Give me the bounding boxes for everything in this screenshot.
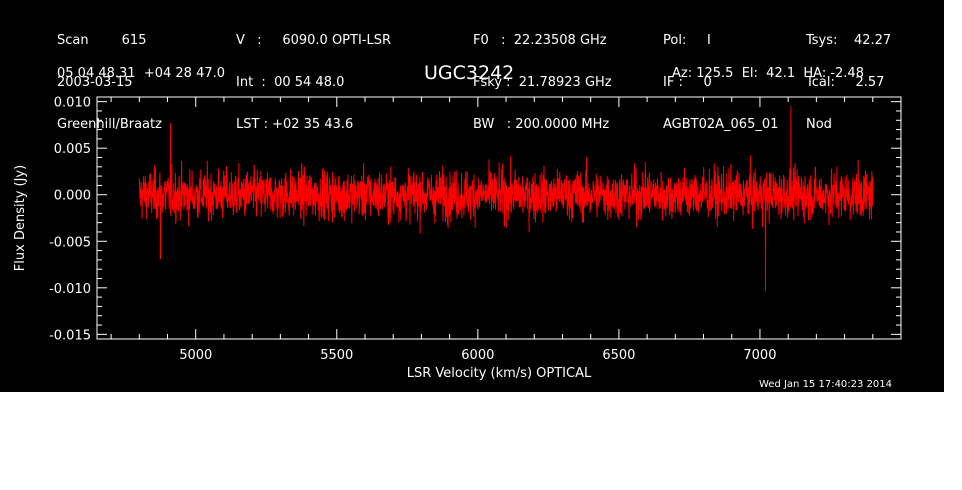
y-tick-label: 0.010 [54, 96, 91, 111]
bandwidth-info: BW : 200.0000 MHz [473, 117, 610, 132]
coordinates: 05 04 48.31 +04 28 47.0 [57, 66, 226, 81]
spectrum-chart: 5000 5500 6000 6500 7000 -0.015 -0.010 -0.005 0.… [13, 96, 902, 381]
x-tick-label: 7000 [743, 348, 776, 363]
x-tick-label: 5500 [320, 348, 353, 363]
header-col1: Scan 615 2003-03-15 Greenhill/Braatz [57, 6, 162, 160]
if-info: IF : 0 [663, 75, 712, 90]
axis-layer: 5000 5500 6000 6500 7000 -0.015 -0.010 -0.005 0.… [49, 96, 902, 363]
y-tick-label: -0.010 [49, 282, 91, 297]
spectrum-line [138, 106, 874, 291]
tsys-info: Tsys: 42.27 [806, 33, 892, 48]
x-axis-label: LSR Velocity (km/s) OPTICAL [407, 366, 592, 381]
header-col3: F0 : 22.23508 GHz Fsky : 21.78923 GHz BW… [473, 6, 612, 160]
header-col4: Pol: I IF : 0 AGBT02A_065_01 [663, 6, 778, 160]
x-tick-label: 6000 [461, 348, 494, 363]
integration-info: Int : 00 54 48.0 [236, 75, 345, 90]
observer-info: Greenhill/Braatz [57, 117, 162, 132]
az-el-ha: Az: 125.5 El: 42.1 HA: -2.48 [672, 66, 864, 81]
y-tick-label: -0.015 [49, 328, 91, 343]
y-tick-label: 0.005 [54, 142, 91, 157]
y-tick-label: -0.005 [49, 235, 91, 250]
plot-frame [96, 96, 902, 340]
lst-info: LST : +02 35 43.6 [236, 117, 354, 132]
header-col5: Tsys: 42.27 Tcal: 2.57 Nod [806, 6, 891, 160]
polarization-info: Pol: I [663, 33, 711, 48]
tcal-info: Tcal: 2.57 [806, 75, 885, 90]
y-axis-label: Flux Density (Jy) [13, 165, 28, 271]
scan-info: Scan 615 [57, 33, 147, 48]
y-tick-label: 0.000 [54, 189, 91, 204]
x-tick-label: 6500 [602, 348, 635, 363]
project-info: AGBT02A_065_01 [663, 117, 779, 132]
header-col2: V : 6090.0 OPTI-LSR Int : 00 54 48.0 LST… [236, 6, 391, 160]
x-tick-label: 5000 [179, 348, 212, 363]
date-info: 2003-03-15 [57, 75, 133, 90]
rest-frequency-info: F0 : 22.23508 GHz [473, 33, 607, 48]
plot-panel: Scan 615 2003-03-15 Greenhill/Braatz V :… [0, 0, 944, 392]
source-title: UGC3242 [424, 62, 515, 84]
timestamp: Wed Jan 15 17:40:23 2014 [759, 379, 893, 390]
mode-info: Nod [806, 117, 832, 132]
sky-frequency-info: Fsky : 21.78923 GHz [473, 75, 612, 90]
spectrum-layer [138, 106, 874, 291]
velocity-info: V : 6090.0 OPTI-LSR [236, 33, 392, 48]
